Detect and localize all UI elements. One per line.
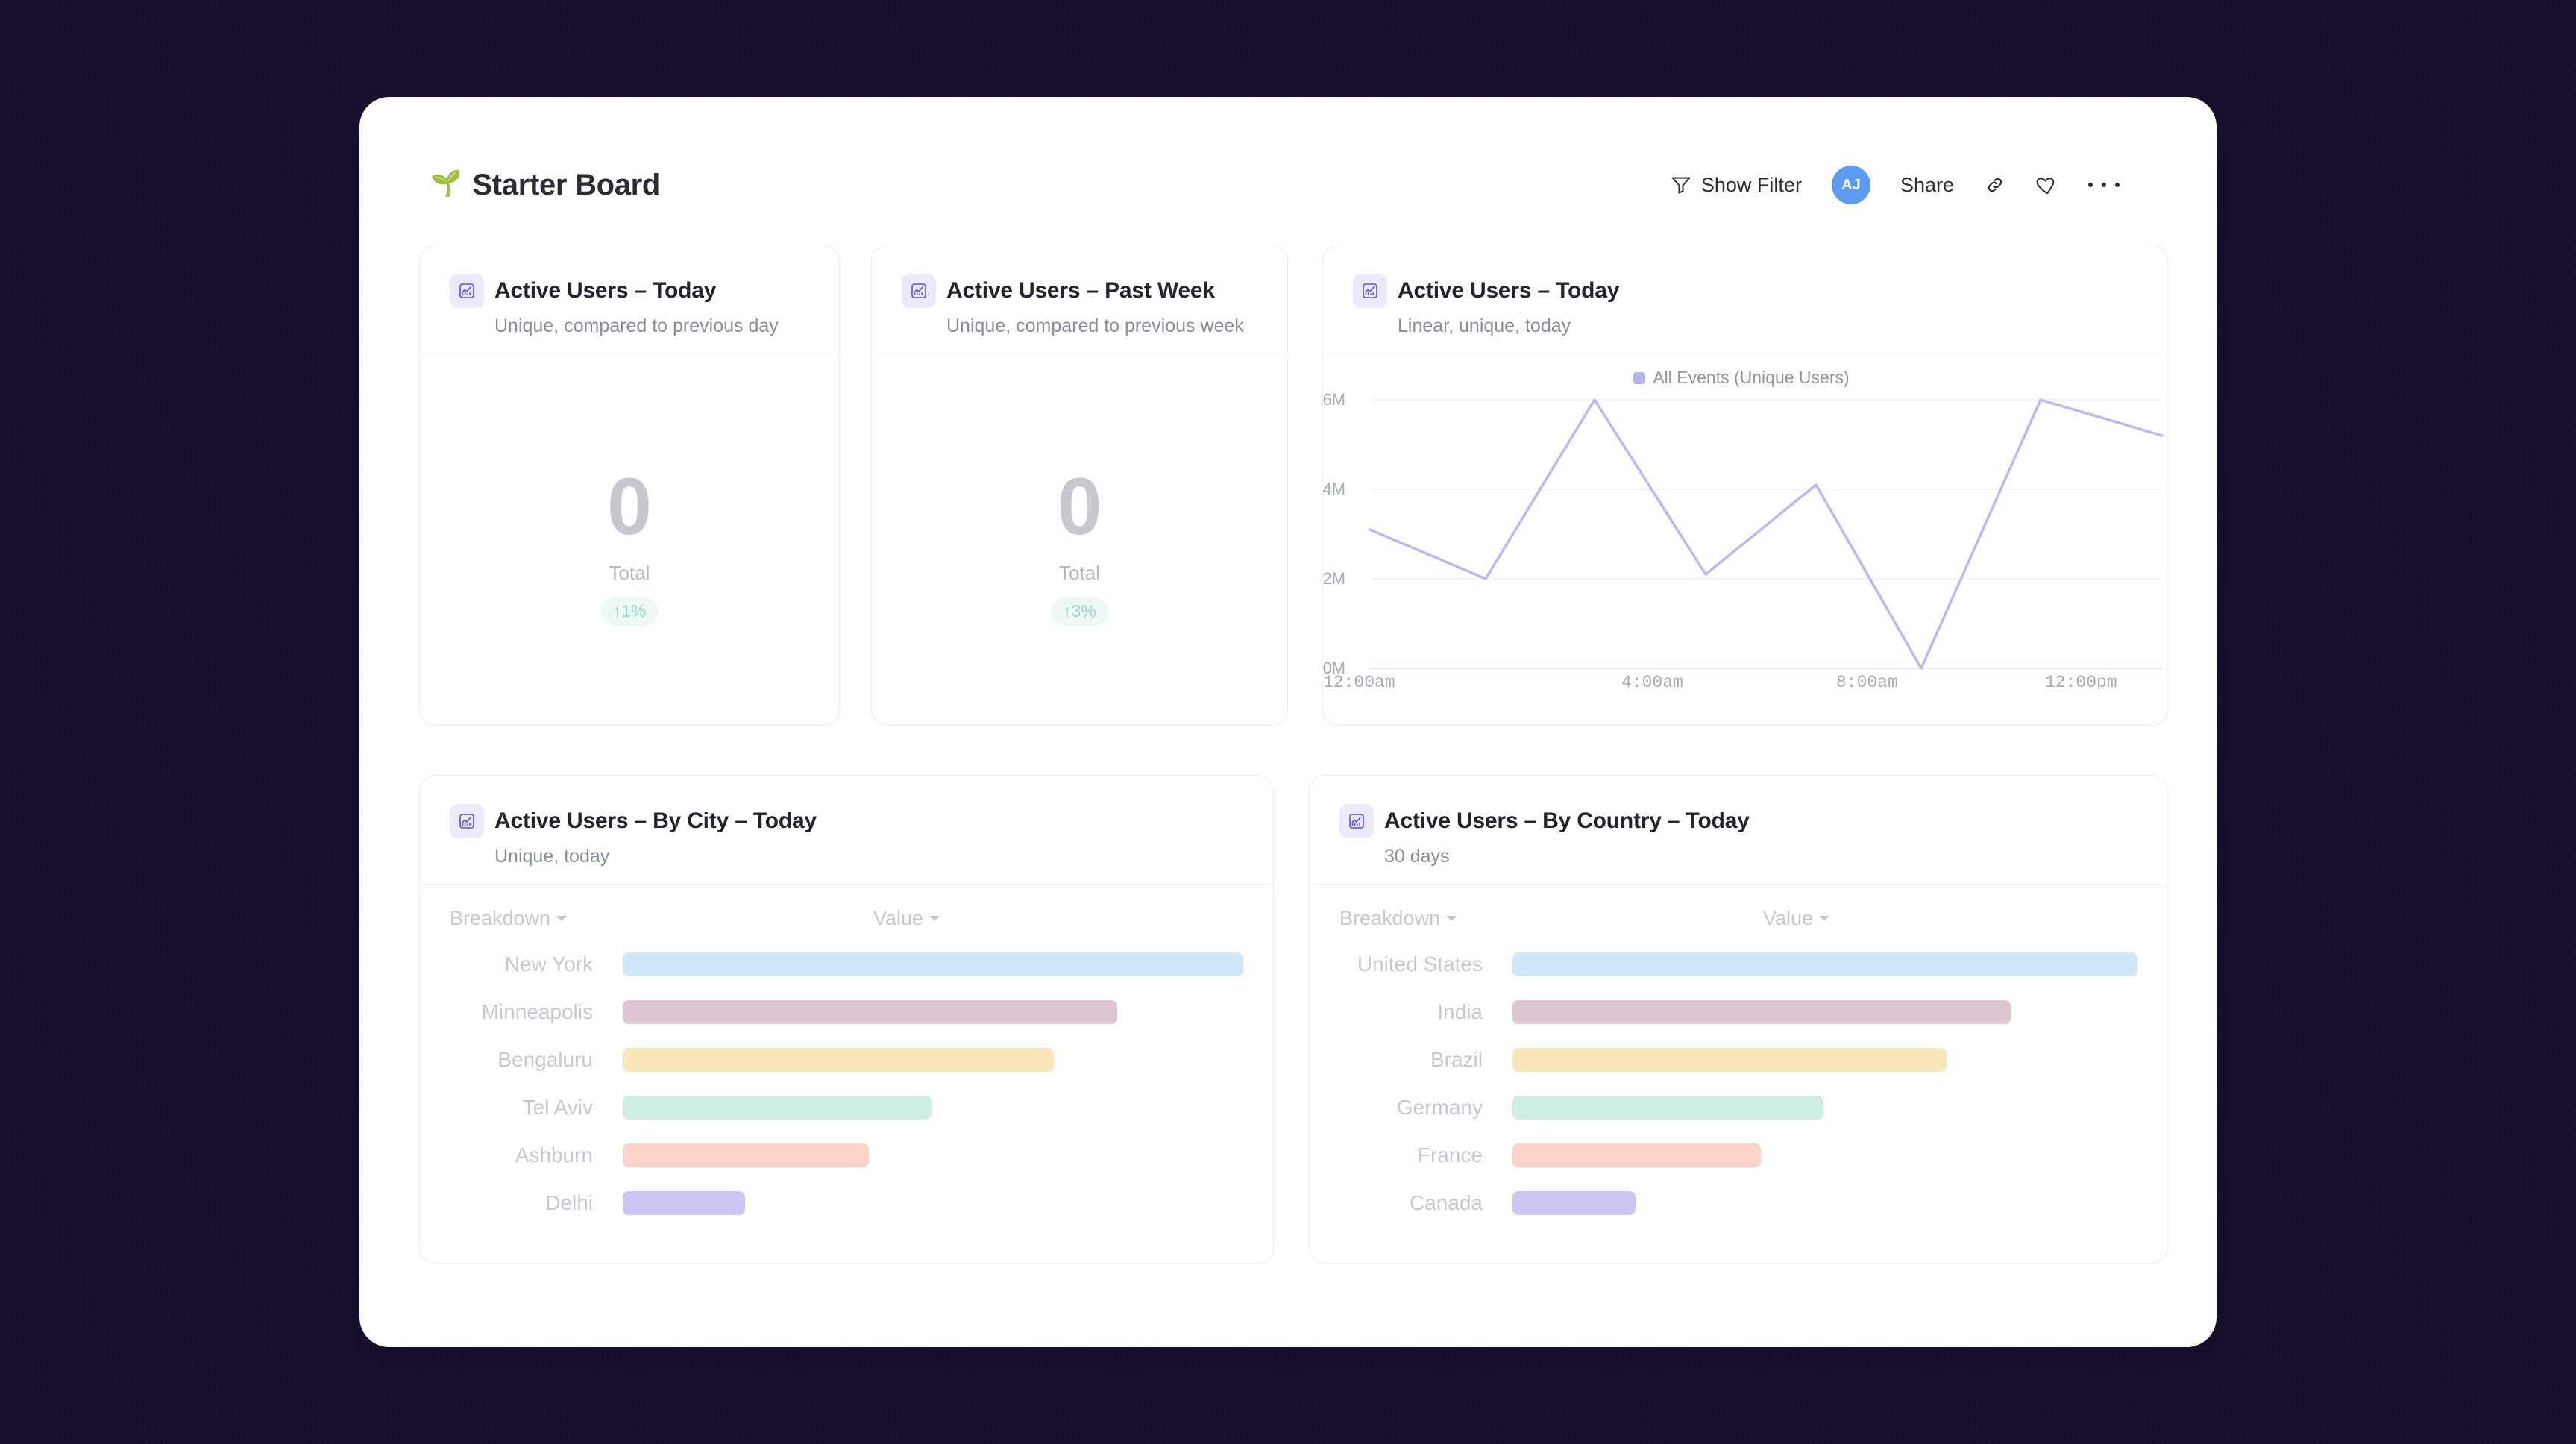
svg-text:4:00am: 4:00am: [1621, 673, 1683, 689]
svg-text:12:00am: 12:00am: [1323, 673, 1395, 689]
svg-text:4M: 4M: [1323, 480, 1345, 498]
svg-text:8:00am: 8:00am: [1836, 673, 1898, 689]
svg-text:2M: 2M: [1323, 569, 1345, 588]
svg-text:6M: 6M: [1323, 390, 1345, 409]
svg-text:12:00pm: 12:00pm: [2045, 673, 2117, 689]
